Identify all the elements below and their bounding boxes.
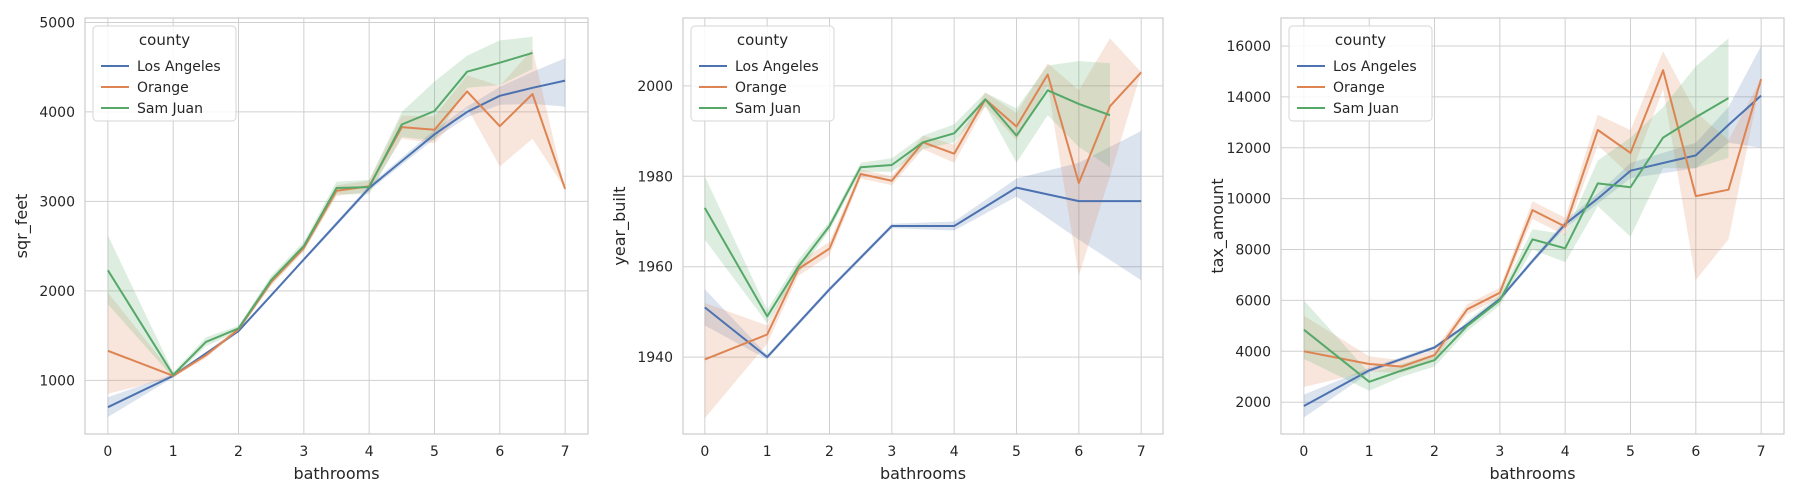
confidence-band-los-angeles	[704, 131, 1142, 360]
x-tick-label: 6	[1691, 444, 1700, 460]
y-tick-label: 6000	[1235, 293, 1271, 309]
y-tick-label: 1000	[39, 373, 75, 389]
chart-panel-3: 0 1 2 3 4 5 6 7 2000 4000 6000 8000 10000 12000 14000 1…	[1208, 17, 1785, 483]
y-tick-label: 1940	[637, 350, 673, 366]
confidence-band-sam-juan	[107, 36, 533, 378]
series-line-sam-juan	[703, 89, 1111, 318]
x-tick-label: 5	[430, 444, 439, 460]
plot-frame	[84, 17, 589, 435]
y-tick-label: 1960	[637, 260, 673, 276]
y-tick-label: 3000	[39, 194, 75, 210]
confidence-band-sam-juan	[1303, 38, 1729, 391]
legend-entry-sam-juan: Sam Juan	[137, 101, 203, 117]
series-line-orange	[704, 71, 1142, 361]
confidence-band-orange	[1303, 51, 1762, 387]
y-tick-label: 2000	[1235, 395, 1271, 411]
y-tick-label: 4000	[1235, 344, 1271, 360]
x-tick-label: 6	[495, 444, 504, 460]
y-tick-label: 10000	[1226, 192, 1271, 208]
x-axis-label: bathrooms	[880, 464, 966, 483]
y-tick-label: 8000	[1235, 243, 1271, 259]
legend-entry-los-angeles: Los Angeles	[735, 59, 819, 75]
x-tick-label: 4	[1561, 444, 1570, 460]
x-tick-label: 5	[1626, 444, 1635, 460]
y-axis-label: year_built	[610, 186, 630, 265]
legend-title: county	[737, 31, 788, 49]
series-line-los-angeles	[704, 186, 1142, 359]
legend-entry-sam-juan: Sam Juan	[735, 101, 801, 117]
y-tick-label: 14000	[1226, 90, 1271, 106]
confidence-band-orange	[107, 49, 566, 394]
confidence-band-orange	[704, 38, 1142, 419]
series-line-orange	[1303, 69, 1763, 368]
x-tick-label: 2	[825, 444, 834, 460]
y-tick-label: 4000	[39, 105, 75, 121]
plot-frame	[1280, 17, 1785, 435]
legend-entry-sam-juan: Sam Juan	[1333, 101, 1399, 117]
x-tick-label: 6	[1074, 444, 1083, 460]
legend: county Los Angeles Orange Sam Juan	[1288, 25, 1433, 122]
series-line-los-angeles	[1303, 94, 1762, 407]
x-tick-label: 0	[700, 444, 709, 460]
legend-entry-orange: Orange	[1333, 80, 1385, 96]
y-axis-label: sqr_feet	[12, 194, 32, 259]
chart-panel-2: 0 1 2 3 4 5 6 7 1940 1960 1980 2000 bathrooms year_bu…	[610, 17, 1164, 483]
x-tick-label: 3	[299, 444, 308, 460]
x-axis-label: bathrooms	[293, 464, 379, 483]
x-tick-label: 3	[1495, 444, 1504, 460]
y-tick-label: 12000	[1226, 141, 1271, 157]
x-tick-label: 4	[365, 444, 374, 460]
legend-title: county	[139, 31, 190, 49]
legend: county Los Angeles Orange Sam Juan	[92, 25, 237, 122]
legend-entry-orange: Orange	[137, 80, 189, 96]
x-tick-label: 1	[1365, 444, 1374, 460]
legend: county Los Angeles Orange Sam Juan	[690, 25, 835, 122]
plot-frame	[682, 17, 1164, 435]
legend-entry-orange: Orange	[735, 80, 787, 96]
legend-entry-los-angeles: Los Angeles	[137, 59, 221, 75]
series-line-sam-juan	[107, 51, 533, 376]
x-tick-label: 4	[950, 444, 959, 460]
legend-entry-los-angeles: Los Angeles	[1333, 59, 1417, 75]
confidence-band-los-angeles	[107, 58, 566, 418]
legend-box	[690, 25, 835, 122]
y-tick-label: 2000	[637, 79, 673, 95]
x-tick-label: 1	[763, 444, 772, 460]
y-axis-label: tax_amount	[1208, 178, 1228, 273]
x-tick-label: 2	[1430, 444, 1439, 460]
x-tick-label: 7	[1757, 444, 1766, 460]
x-tick-label: 7	[1137, 444, 1146, 460]
x-tick-label: 3	[887, 444, 896, 460]
x-tick-label: 0	[1299, 444, 1308, 460]
y-tick-label: 16000	[1226, 39, 1271, 55]
y-tick-label: 1980	[637, 169, 673, 185]
chart-panel-1: 0 1 2 3 4 5 6 7 1000 2000 3000 4000 5000 bathrooms sqr…	[12, 15, 589, 483]
x-tick-label: 0	[103, 444, 112, 460]
legend-title: county	[1335, 31, 1386, 49]
legend-box	[1288, 25, 1433, 122]
y-tick-label: 5000	[39, 15, 75, 31]
x-tick-label: 2	[234, 444, 243, 460]
legend-box	[92, 25, 237, 122]
x-tick-label: 1	[169, 444, 178, 460]
series-line-sam-juan	[1303, 97, 1730, 383]
x-axis-label: bathrooms	[1489, 464, 1575, 483]
y-tick-label: 2000	[39, 284, 75, 300]
x-tick-label: 7	[561, 444, 570, 460]
x-tick-label: 5	[1012, 444, 1021, 460]
